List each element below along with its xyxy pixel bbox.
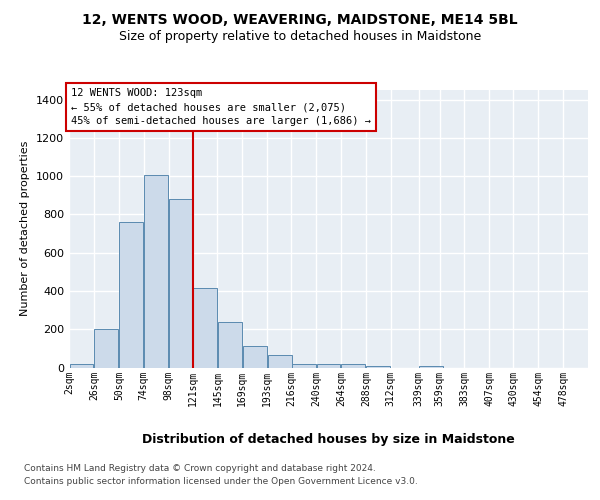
Bar xyxy=(70,364,94,368)
Bar xyxy=(317,364,340,368)
Y-axis label: Number of detached properties: Number of detached properties xyxy=(20,141,31,316)
Bar xyxy=(169,199,193,368)
Bar xyxy=(341,364,365,368)
Text: 12, WENTS WOOD, WEAVERING, MAIDSTONE, ME14 5BL: 12, WENTS WOOD, WEAVERING, MAIDSTONE, ME… xyxy=(82,12,518,26)
Bar xyxy=(268,355,292,368)
Bar xyxy=(119,222,143,368)
Text: 12 WENTS WOOD: 123sqm
← 55% of detached houses are smaller (2,075)
45% of semi-d: 12 WENTS WOOD: 123sqm ← 55% of detached … xyxy=(71,88,371,126)
Bar xyxy=(419,366,443,368)
Bar xyxy=(144,175,168,368)
Bar xyxy=(243,346,267,368)
Bar xyxy=(193,288,217,368)
Bar xyxy=(292,364,316,368)
Bar xyxy=(367,366,390,368)
Text: Distribution of detached houses by size in Maidstone: Distribution of detached houses by size … xyxy=(142,432,515,446)
Bar xyxy=(218,322,242,368)
Text: Size of property relative to detached houses in Maidstone: Size of property relative to detached ho… xyxy=(119,30,481,43)
Bar xyxy=(94,329,118,368)
Text: Contains public sector information licensed under the Open Government Licence v3: Contains public sector information licen… xyxy=(24,478,418,486)
Text: Contains HM Land Registry data © Crown copyright and database right 2024.: Contains HM Land Registry data © Crown c… xyxy=(24,464,376,473)
